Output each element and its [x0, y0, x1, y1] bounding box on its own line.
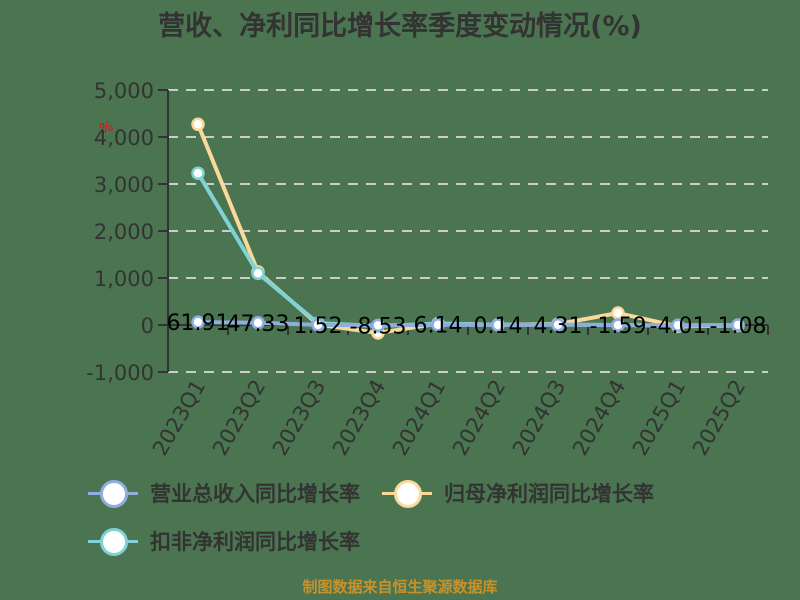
y-tick-label: 1,000 [94, 267, 154, 291]
chart-title: 营收、净利同比增长率季度变动情况(%) [158, 11, 642, 42]
data-point[interactable] [191, 117, 205, 132]
legend-marker-icon [88, 478, 138, 508]
x-tick-label: 2023Q4 [328, 376, 390, 460]
data-label: 0.14 [474, 314, 523, 339]
x-tick-label: 2024Q4 [568, 376, 630, 460]
y-tick-label: 0 [141, 314, 154, 338]
series-line [196, 172, 739, 328]
legend-label: 归母净利润同比增长率 [444, 482, 654, 506]
x-tick-label: 2023Q2 [208, 376, 270, 460]
legend-dot [100, 480, 128, 508]
data-label: -1.59 [590, 314, 647, 339]
data-point[interactable] [311, 318, 325, 332]
data-point[interactable] [191, 166, 205, 180]
x-tick-label: 2024Q1 [388, 376, 450, 460]
data-label: -4.01 [650, 314, 707, 339]
data-point[interactable] [491, 318, 505, 332]
x-tick-label: 2024Q2 [448, 376, 510, 460]
y-tick-label: 5,000 [94, 79, 154, 103]
legend-marker-icon [382, 478, 432, 508]
legend-dot [394, 480, 422, 508]
legend-dot [100, 528, 128, 556]
data-label: -1.08 [710, 314, 767, 339]
series-2 [191, 166, 745, 333]
legend-item-net-profit-growth[interactable]: 归母净利润同比增长率 [382, 476, 654, 510]
data-point[interactable] [251, 266, 265, 281]
x-tick-label: 2023Q3 [268, 376, 330, 460]
series-line [196, 123, 739, 335]
y-tick-label: 3,000 [94, 173, 154, 197]
data-point[interactable] [251, 316, 265, 330]
y-tick-label: 2,000 [94, 220, 154, 244]
legend-item-revenue-growth[interactable]: 营业总收入同比增长率 [88, 476, 360, 510]
series-line [197, 320, 739, 328]
data-label: 47.33 [227, 312, 290, 337]
legend-item-deducted-net-profit-growth[interactable]: 扣非净利润同比增长率 [88, 524, 360, 558]
x-tick-label: 2024Q3 [508, 376, 570, 460]
data-label: 4.31 [534, 314, 583, 339]
data-source-note: 制图数据来自恒生聚源数据库 [302, 578, 498, 596]
data-point[interactable] [551, 318, 565, 332]
data-label: -8.53 [350, 314, 407, 339]
x-tick-label: 2025Q2 [688, 376, 750, 460]
data-label: 6.14 [414, 314, 463, 339]
legend-marker-icon [88, 526, 138, 556]
legend-label: 营业总收入同比增长率 [150, 482, 360, 506]
data-point[interactable] [671, 318, 685, 332]
x-tick-label: 2023Q1 [148, 376, 210, 460]
y-tick-label: -1,000 [86, 361, 154, 385]
legend-label: 扣非净利润同比增长率 [150, 530, 360, 554]
y-tick-label: 4,000 [94, 126, 154, 150]
data-label: 1.52 [294, 314, 343, 339]
data-point[interactable] [371, 318, 385, 333]
data-label: 61.91 [167, 311, 230, 336]
series-1 [191, 117, 745, 340]
chart-legend: 营业总收入同比增长率 归母净利润同比增长率 扣非净利润同比增长率 [88, 476, 768, 558]
series-0 [191, 315, 745, 333]
data-point[interactable] [431, 317, 445, 332]
data-point[interactable] [191, 315, 205, 329]
data-point[interactable] [731, 318, 745, 332]
data-point[interactable] [611, 318, 625, 332]
x-tick-label: 2025Q1 [628, 376, 690, 460]
